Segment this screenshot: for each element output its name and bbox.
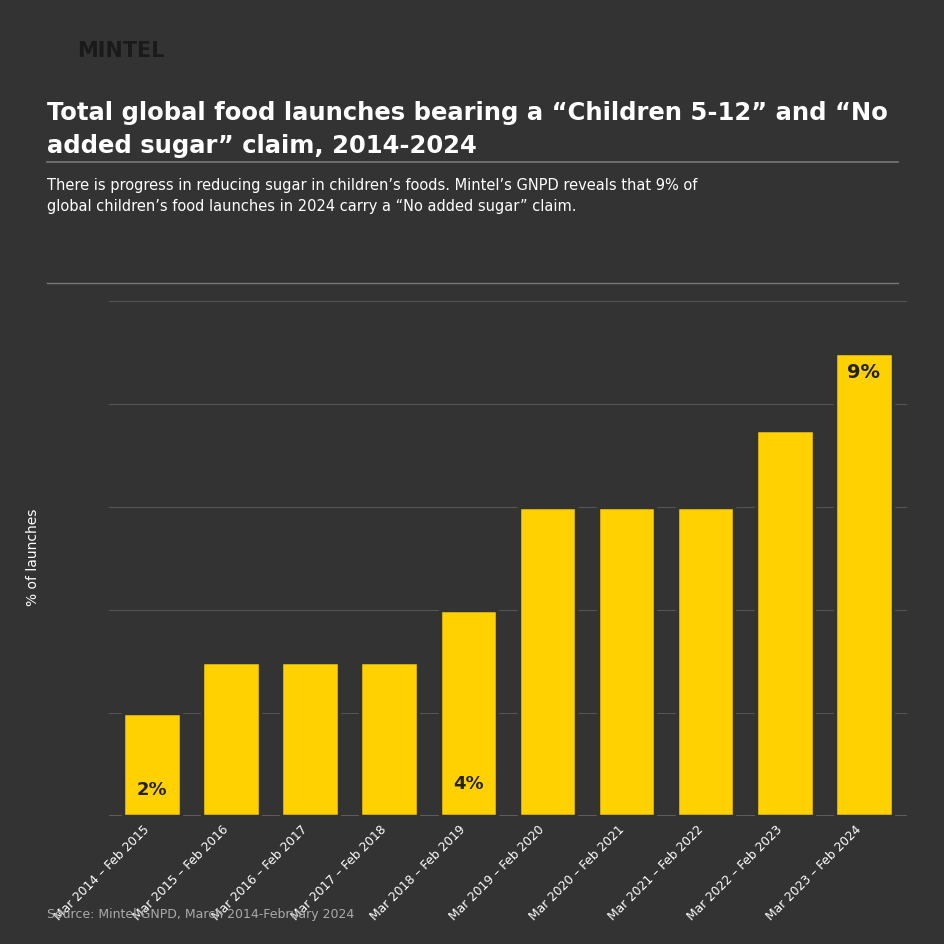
Text: Source: Mintel GNPD, March 2014-February 2024: Source: Mintel GNPD, March 2014-February…: [47, 907, 354, 920]
Bar: [676, 508, 733, 817]
Bar: [281, 663, 339, 817]
Text: 9%: 9%: [847, 362, 879, 381]
Bar: [439, 611, 497, 817]
Bar: [755, 430, 813, 817]
Text: % of launches: % of launches: [26, 508, 40, 606]
Text: Total global food launches bearing a “Children 5-12” and “No: Total global food launches bearing a “Ch…: [47, 101, 887, 125]
Text: 2%: 2%: [137, 780, 167, 798]
Text: MINTEL: MINTEL: [76, 41, 164, 61]
Text: 4%: 4%: [452, 774, 483, 792]
Bar: [834, 353, 892, 817]
Bar: [597, 508, 655, 817]
Text: added sugar” claim, 2014-2024: added sugar” claim, 2014-2024: [47, 134, 477, 158]
Text: There is progress in reducing sugar in children’s foods. Mintel’s GNPD reveals t: There is progress in reducing sugar in c…: [47, 177, 697, 214]
Bar: [518, 508, 576, 817]
Bar: [202, 663, 260, 817]
Bar: [123, 714, 181, 817]
Bar: [360, 663, 418, 817]
